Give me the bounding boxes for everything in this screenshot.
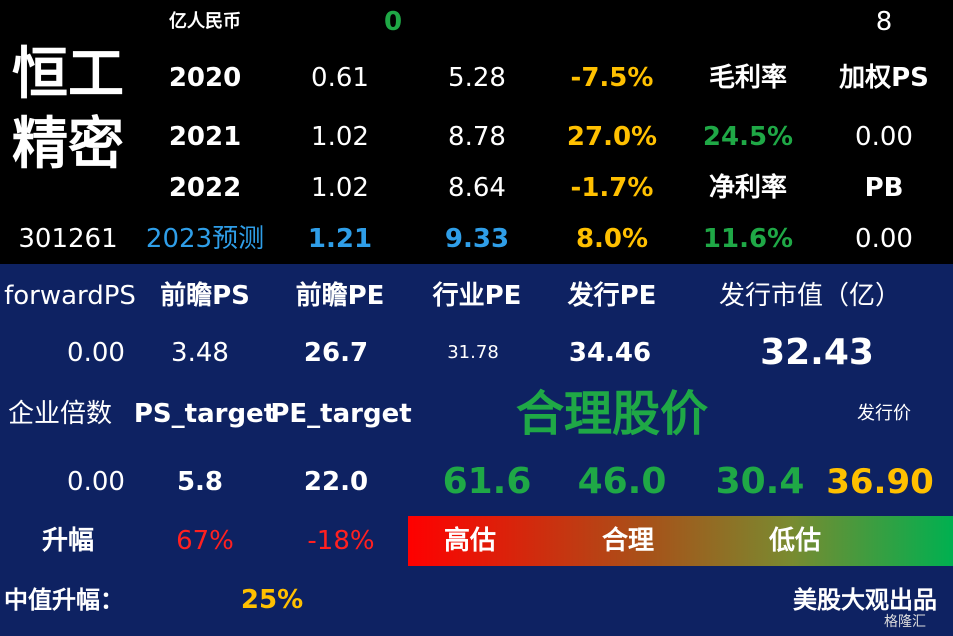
cell: 1.02 <box>311 122 369 152</box>
cell: -1.7% <box>570 173 654 203</box>
header: 前瞻PE <box>295 281 385 311</box>
label: 毛利率 <box>708 63 788 93</box>
cell: 0.00 <box>855 224 913 254</box>
flag: 0 <box>383 7 403 37</box>
header: PE_target <box>270 399 412 429</box>
cell: -18% <box>307 526 375 556</box>
header: 发行市值（亿） <box>718 281 902 311</box>
header: forwardPS <box>4 281 136 311</box>
count: 8 <box>875 7 893 37</box>
fair-price: 61.6 <box>442 461 532 502</box>
cell: 8.78 <box>448 122 506 152</box>
cell: 24.5% <box>702 122 794 152</box>
cell: 0.61 <box>311 63 369 93</box>
label: 净利率 <box>708 173 788 203</box>
cell: 5.8 <box>176 467 224 497</box>
company-name: 恒工 <box>12 42 124 107</box>
year: 2021 <box>168 122 242 152</box>
cell: 1.21 <box>307 224 373 254</box>
year: 2022 <box>168 173 242 203</box>
fair-price: 46.0 <box>577 461 667 502</box>
cell: 32.43 <box>760 332 874 373</box>
cell: 8.0% <box>575 224 649 254</box>
header: 行业PE <box>432 281 522 311</box>
source: 格隆汇 <box>884 614 926 630</box>
header: 发行PE <box>567 281 657 311</box>
stock-code: 301261 <box>18 224 118 254</box>
cell: 31.78 <box>447 342 499 363</box>
cell: 5.28 <box>448 63 506 93</box>
header: 前瞻PS <box>160 281 250 311</box>
cell: 8.64 <box>448 173 506 203</box>
year: 2020 <box>168 63 242 93</box>
cell: 0.00 <box>67 467 125 497</box>
cell: 0.00 <box>855 122 913 152</box>
cell: 25% <box>240 585 304 615</box>
cell: 11.6% <box>702 224 794 254</box>
scale-label: 高估 <box>443 526 497 556</box>
scale-label: 合理 <box>601 526 655 556</box>
header: 发行价 <box>857 403 911 424</box>
cell: 3.48 <box>171 338 229 368</box>
year: 2023预测 <box>145 224 265 254</box>
top-panel <box>0 0 953 264</box>
cell: 26.7 <box>303 338 369 368</box>
cell: 27.0% <box>566 122 658 152</box>
cell: 9.33 <box>444 224 510 254</box>
unit: 亿人民币 <box>169 11 241 32</box>
cell: 34.46 <box>568 338 652 368</box>
label: PB <box>864 173 904 203</box>
label: 加权PS <box>839 63 929 93</box>
brand: 美股大观出品 <box>793 586 937 614</box>
scale-label: 低估 <box>768 526 822 556</box>
fair-price-title: 合理股价 <box>515 386 709 442</box>
cell: 67% <box>176 526 234 556</box>
cell: 0.00 <box>67 338 125 368</box>
valuation-scale-bar <box>408 516 953 566</box>
fair-price: 30.4 <box>715 461 805 502</box>
issue-price: 36.90 <box>826 462 934 502</box>
cell: 1.02 <box>311 173 369 203</box>
cell: -7.5% <box>570 63 654 93</box>
header: 企业倍数 <box>7 399 113 429</box>
header: PS_target <box>133 399 277 429</box>
cell: 22.0 <box>303 467 369 497</box>
company-name: 精密 <box>12 112 124 177</box>
label: 中值升幅： <box>4 586 124 614</box>
label: 升幅 <box>41 526 95 556</box>
